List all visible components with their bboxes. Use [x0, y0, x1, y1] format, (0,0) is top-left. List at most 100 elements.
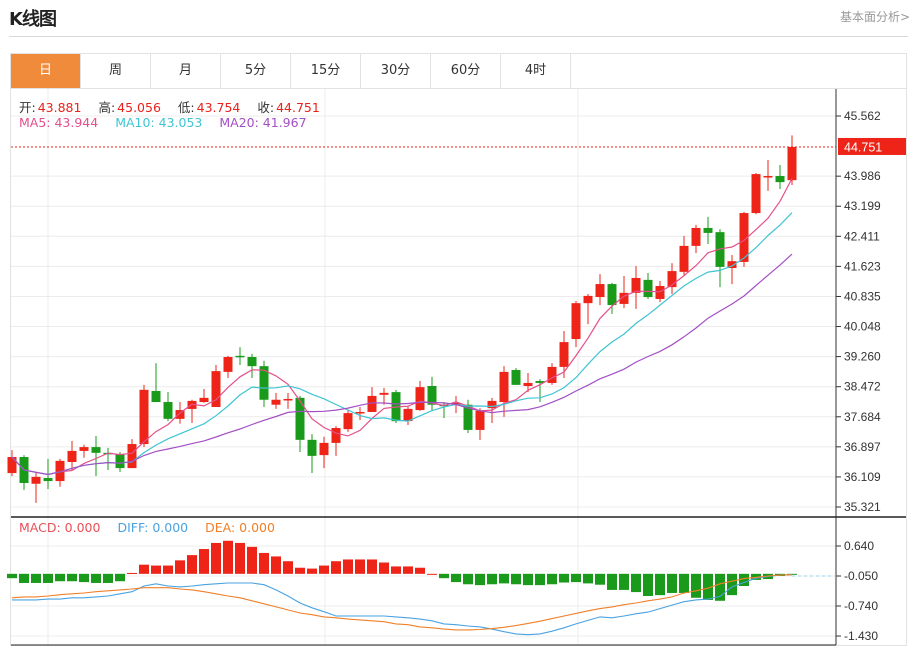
macd-bar-up: [379, 562, 389, 574]
macd-bar-up: [223, 540, 233, 574]
macd-bar-down: [511, 573, 521, 585]
ma5-value: MA5: 43.944: [19, 115, 99, 130]
macd-bar-down: [463, 573, 473, 585]
page-title: K线图: [9, 9, 57, 30]
candle-up: [283, 398, 293, 401]
candle-down: [247, 356, 257, 367]
candle-down: [151, 390, 161, 403]
candle-down: [259, 366, 269, 400]
candle-up: [667, 271, 677, 288]
macd-legend: MACD: 0.000 DIFF: 0.000 DEA: 0.000: [19, 520, 277, 535]
macd-bar-up: [427, 573, 437, 575]
macd-bar-down: [571, 573, 581, 583]
macd-bar-up: [247, 546, 257, 574]
macd-bar-up: [211, 542, 221, 574]
candle-down: [607, 284, 617, 306]
macd-bar-up: [199, 549, 209, 574]
candle-up: [211, 371, 221, 408]
macd-bar-down: [439, 573, 449, 579]
candle-down: [643, 279, 653, 298]
price-tick-label: 42.411: [844, 229, 880, 243]
macd-bar-down: [607, 573, 617, 590]
candle-up: [271, 399, 281, 405]
tab-5min[interactable]: 5分: [221, 54, 291, 88]
macd-bar-up: [151, 565, 161, 574]
macd-bar-up: [415, 567, 425, 574]
tab-30min[interactable]: 30分: [361, 54, 431, 88]
candle-up: [475, 410, 485, 430]
candle-up: [355, 411, 365, 414]
candle-up: [763, 176, 773, 178]
macd-bar-down: [583, 573, 593, 584]
diff-line: [12, 574, 793, 636]
high-value: 45.056: [117, 100, 161, 115]
macd-bar-down: [667, 573, 677, 593]
candle-up: [559, 342, 569, 367]
price-tick-label: 39.260: [844, 350, 881, 364]
candle-down: [115, 453, 125, 469]
macd-bar-up: [343, 559, 353, 574]
macd-bar-up: [235, 542, 245, 574]
low-value: 43.754: [196, 100, 241, 115]
fundamental-analysis-link[interactable]: 基本面分析>: [839, 10, 910, 24]
candle-up: [139, 389, 149, 445]
candle-up: [583, 295, 593, 304]
candle-up: [547, 366, 557, 383]
candle-down: [775, 176, 785, 183]
last-price-label: 44.751: [844, 140, 882, 154]
tab-day[interactable]: 日: [11, 54, 81, 88]
macd-bar-down: [643, 573, 653, 597]
macd-bar-down: [595, 573, 605, 585]
candle-up: [727, 261, 737, 269]
macd-bar-down: [499, 573, 509, 584]
candle-down: [463, 404, 473, 430]
dea-value: DEA: 0.000: [205, 520, 275, 535]
candle-up: [787, 146, 797, 181]
macd-bar-down: [559, 573, 569, 583]
candle-up: [55, 460, 65, 482]
ma-legend: MA5: 43.944 MA10: 43.053 MA20: 41.967: [19, 115, 309, 130]
candle-up: [79, 447, 89, 451]
macd-bar-up: [271, 556, 281, 574]
candle-up: [343, 413, 353, 430]
candle-up: [379, 392, 389, 395]
price-tick-label: 41.623: [844, 259, 881, 273]
candle-up: [751, 174, 761, 214]
candle-up: [619, 292, 629, 304]
macd-bar-down: [703, 573, 713, 600]
tab-week[interactable]: 周: [81, 54, 151, 88]
candle-down: [511, 369, 521, 385]
tab-month[interactable]: 月: [151, 54, 221, 88]
candle-up: [127, 444, 137, 469]
macd-bar-down: [739, 573, 749, 587]
close-value: 44.751: [276, 100, 320, 115]
tab-60min[interactable]: 60分: [431, 54, 501, 88]
candle-down: [307, 439, 317, 456]
price-tick-label: 40.835: [844, 289, 881, 303]
candle-down: [295, 397, 305, 440]
macd-bar-down: [547, 573, 557, 585]
macd-bar-down: [7, 573, 17, 579]
candle-up: [523, 382, 533, 387]
candle-down: [427, 386, 437, 405]
macd-bar-down: [43, 573, 53, 583]
macd-bar-down: [715, 573, 725, 601]
price-tick-label: 36.897: [844, 440, 881, 454]
candle-up: [319, 442, 329, 456]
tab-15min[interactable]: 15分: [291, 54, 361, 88]
price-tick-label: 36.109: [844, 470, 881, 484]
candle-up: [451, 402, 461, 405]
macd-tick-label: -0.740: [844, 599, 878, 613]
tab-4hour[interactable]: 4时: [501, 54, 571, 88]
last-price-badge: [838, 137, 906, 155]
price-tick-label: 38.472: [844, 380, 881, 394]
macd-bar-up: [175, 560, 185, 574]
candle-up: [67, 450, 77, 462]
macd-bar-up: [403, 566, 413, 574]
candle-up: [7, 457, 17, 474]
candle-up: [415, 387, 425, 411]
macd-bar-up: [295, 567, 305, 574]
macd-bar-up: [355, 559, 365, 574]
diff-value: DIFF: 0.000: [117, 520, 189, 535]
